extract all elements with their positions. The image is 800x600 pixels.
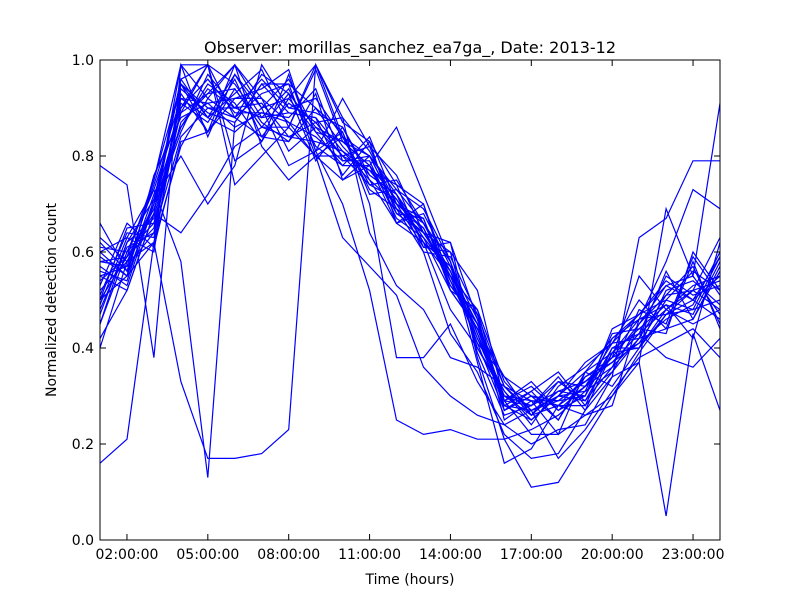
y-tick-label: 1.0 [72, 53, 94, 69]
x-tick-label: 17:00:00 [500, 547, 563, 563]
chart-title: Observer: morillas_sanchez_ea7ga_, Date:… [204, 38, 616, 58]
plot-frame [99, 59, 721, 541]
x-tick-label: 08:00:00 [257, 547, 320, 563]
y-tick-label: 0.0 [72, 533, 94, 549]
series-line-7 [99, 63, 721, 435]
x-tick-label: 14:00:00 [419, 547, 482, 563]
y-tick-label: 0.8 [72, 149, 94, 165]
y-tick-label: 0.4 [72, 341, 94, 357]
x-tick-label: 05:00:00 [176, 547, 239, 563]
series-line-13 [99, 83, 721, 412]
x-tick-label: 02:00:00 [96, 547, 159, 563]
plot-lines [99, 62, 721, 517]
x-tick-label: 11:00:00 [338, 547, 401, 563]
x-axis: 02:00:00 05:00:00 08:00:00 11:00:00 14:00:00… [96, 60, 725, 563]
x-axis-label: Time (hours) [365, 572, 455, 588]
series-line-29 [99, 63, 721, 517]
series-line-11 [99, 63, 721, 412]
y-tick-label: 0.6 [72, 245, 94, 261]
series-line-3 [99, 64, 721, 445]
series-line-26 [99, 87, 721, 417]
series-line-9 [99, 63, 721, 440]
series-line-17 [99, 87, 721, 421]
series-line-15 [99, 63, 721, 421]
y-axis: 0.0 0.2 0.4 0.6 0.8 1.0 [72, 53, 720, 549]
series-line-21 [99, 63, 721, 421]
series-line-2 [99, 83, 721, 478]
y-axis-label: Normalized detection count [44, 203, 60, 397]
series-line-10 [99, 63, 721, 407]
series-line-25 [99, 97, 721, 412]
series-line-24 [99, 78, 721, 402]
series-line-4 [99, 63, 721, 421]
series-line-27 [99, 63, 720, 460]
y-tick-label: 0.2 [72, 437, 94, 453]
series-line-23 [99, 121, 721, 407]
x-tick-label: 23:00:00 [662, 547, 725, 563]
x-tick-label: 20:00:00 [581, 547, 644, 563]
series-line-16 [99, 68, 721, 426]
